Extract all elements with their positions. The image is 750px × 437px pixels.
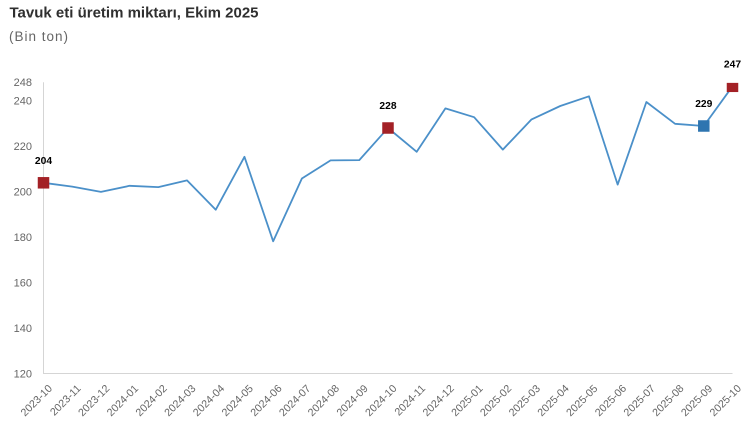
svg-text:229: 229: [695, 99, 712, 110]
svg-text:160: 160: [14, 277, 32, 289]
svg-text:(Bin ton): (Bin ton): [9, 29, 69, 44]
svg-text:248: 248: [14, 77, 32, 89]
svg-text:180: 180: [14, 232, 32, 244]
svg-text:247: 247: [724, 59, 741, 70]
svg-text:200: 200: [14, 186, 32, 198]
svg-text:140: 140: [14, 323, 32, 335]
svg-text:120: 120: [14, 368, 32, 380]
svg-text:228: 228: [379, 101, 396, 112]
svg-text:204: 204: [35, 156, 52, 167]
svg-text:240: 240: [14, 95, 32, 107]
svg-text:Tavuk eti üretim miktarı, Ekim: Tavuk eti üretim miktarı, Ekim 2025: [10, 5, 259, 22]
svg-text:220: 220: [14, 141, 32, 153]
